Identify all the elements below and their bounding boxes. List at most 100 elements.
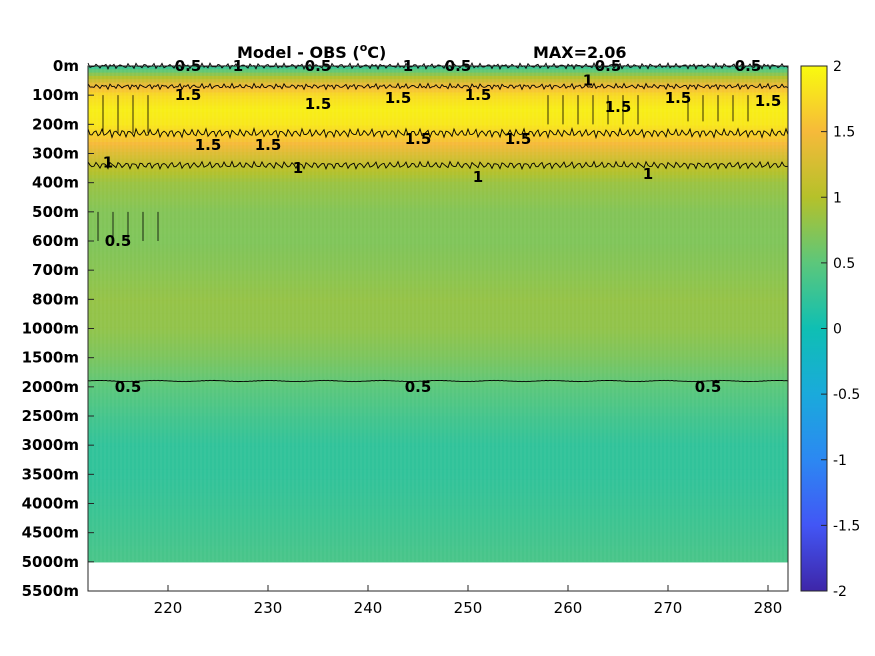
noise-stripe: [392, 66, 394, 562]
contour-label: 0.5: [105, 232, 132, 250]
contour-label: 1: [293, 159, 303, 177]
noise-stripe: [388, 66, 390, 562]
noise-stripe: [164, 66, 166, 562]
noise-stripe: [536, 66, 538, 562]
heatmap-band: [88, 518, 788, 523]
noise-stripe: [620, 66, 622, 562]
heatmap-band: [88, 389, 788, 394]
noise-stripe: [740, 66, 742, 562]
x-axis: 220 230 240 250 260 270 280: [154, 585, 782, 617]
contour-label: 1.5: [405, 130, 432, 148]
heatmap-band: [88, 168, 788, 173]
heatmap-band: [88, 244, 788, 249]
heatmap-band: [88, 363, 788, 368]
noise-stripe: [464, 66, 466, 562]
noise-stripe: [648, 66, 650, 562]
colorbar-tick-label: 1: [833, 190, 842, 206]
noise-stripe: [736, 66, 738, 562]
y-tick-label: 2000m: [22, 378, 79, 396]
heatmap-band: [88, 340, 788, 345]
heatmap-band: [88, 85, 788, 90]
heatmap-band: [88, 542, 788, 546]
colorbar-tick-label: -1: [833, 453, 847, 469]
noise-stripe: [448, 66, 450, 562]
noise-stripe: [608, 66, 610, 562]
noise-stripe: [656, 66, 658, 562]
noise-stripe: [652, 66, 654, 562]
noise-stripe: [640, 66, 642, 562]
heatmap-band: [88, 505, 788, 510]
heatmap-band: [88, 267, 788, 272]
noise-stripe: [552, 66, 554, 562]
colorbar-tick-label: 1.5: [833, 125, 855, 141]
noise-stripe: [384, 66, 386, 562]
heatmap-band: [88, 72, 788, 77]
x-tick-label: 270: [654, 599, 683, 617]
noise-stripe: [132, 66, 134, 562]
heatmap-band: [88, 304, 788, 308]
noise-stripe: [232, 66, 234, 562]
contour-line: [87, 127, 789, 140]
noise-stripe: [112, 66, 114, 562]
noise-stripe: [772, 66, 774, 562]
heatmap-band: [88, 102, 788, 107]
heatmap-band: [88, 439, 788, 444]
noise-stripe: [624, 66, 626, 562]
heatmap-band: [88, 161, 788, 166]
heatmap-band: [88, 132, 788, 137]
noise-stripe: [444, 66, 446, 562]
noise-stripe: [476, 66, 478, 562]
contour-label: 1.5: [665, 89, 692, 107]
noise-stripe: [556, 66, 558, 562]
heatmap-band: [88, 241, 788, 246]
heatmap-band: [88, 194, 788, 199]
noise-stripe: [176, 66, 178, 562]
noise-stripe: [160, 66, 162, 562]
y-tick-label: 200m: [32, 115, 79, 133]
heatmap-band: [88, 218, 788, 222]
heatmap-band: [88, 495, 788, 500]
heatmap-band: [88, 426, 788, 431]
heatmap-band: [88, 551, 788, 556]
noise-stripe: [152, 66, 154, 562]
heatmap-band: [88, 307, 788, 312]
noise-stripe: [288, 66, 290, 562]
y-tick-label: 300m: [32, 145, 79, 163]
heatmap-band: [88, 204, 788, 209]
noise-stripe: [436, 66, 438, 562]
noise-stripe: [768, 66, 770, 562]
heatmap-band: [88, 191, 788, 196]
noise-stripe: [224, 66, 226, 562]
contour-label: 1.5: [255, 136, 282, 154]
heatmap-band: [88, 287, 788, 292]
contour-label: 1.5: [465, 86, 492, 104]
heatmap-band: [88, 403, 788, 408]
noise-stripe: [700, 66, 702, 562]
heatmap-band: [88, 66, 788, 70]
noise-stripe: [328, 66, 330, 562]
noise-stripe: [380, 66, 382, 562]
noise-stripe: [352, 66, 354, 562]
noise-stripe: [336, 66, 338, 562]
contour-label: 1: [583, 72, 593, 90]
x-tick-label: 250: [454, 599, 483, 617]
heatmap-band: [88, 370, 788, 375]
contour-label: 1: [473, 168, 483, 186]
heatmap-band: [88, 284, 788, 289]
heatmap-band: [88, 185, 788, 189]
noise-stripe: [184, 66, 186, 562]
heatmap-band: [88, 237, 788, 242]
heatmap-band: [88, 525, 788, 530]
noise-stripe: [372, 66, 374, 562]
heatmap-band: [88, 492, 788, 497]
noise-stripe: [348, 66, 350, 562]
noise-stripe: [688, 66, 690, 562]
heatmap-band: [88, 353, 788, 358]
noise-stripe: [432, 66, 434, 562]
colorbar-ticks: 2 1.5 1 0.5 0 -0.5 -1 -1.5 -2: [821, 59, 860, 600]
heatmap-band: [88, 343, 788, 348]
noise-stripe: [228, 66, 230, 562]
contour-line: [87, 160, 789, 171]
noise-stripe: [104, 66, 106, 562]
